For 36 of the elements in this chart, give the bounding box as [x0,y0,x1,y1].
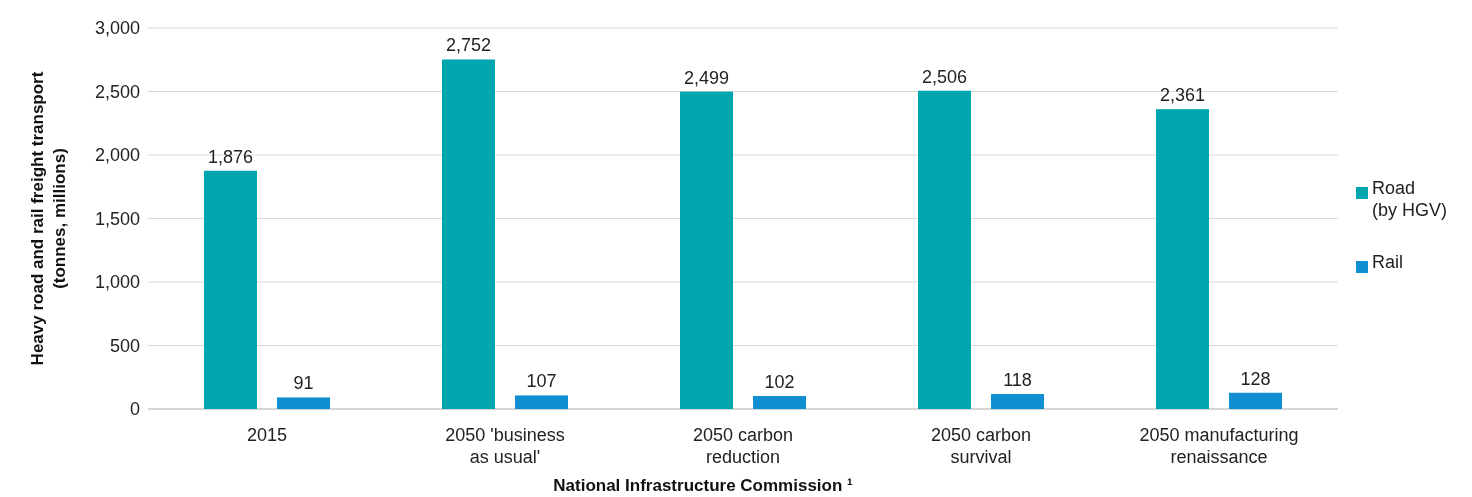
x-tick-label: 2015 [246,425,288,445]
y-tick-label: 0 [129,399,140,420]
data-label: 102 [764,372,795,393]
x-axis-title: National Infrastructure Commission ¹ [553,476,854,495]
y-tick-label: 2,000 [94,145,140,166]
y-tick-label: 1,000 [94,272,140,293]
data-label: 107 [526,371,557,392]
bar [918,90,971,409]
bar [1229,392,1282,409]
x-tick-label: 2050 carbon reduction [692,425,794,467]
bar [277,397,330,409]
bar [680,91,733,409]
x-tick-label: 2050 carbon survival [930,425,1032,467]
data-label: 118 [1003,370,1032,391]
legend-label: Rail [1372,252,1404,272]
x-tick-label: 2050 'business as usual' [445,425,565,467]
y-tick-label: 3,000 [94,18,140,39]
data-label: 2,499 [683,67,730,88]
y-tick-label: 1,500 [94,208,140,229]
data-label: 2,361 [1159,85,1206,106]
bar [442,59,495,409]
bar [1156,109,1209,409]
data-label: 2,752 [445,35,492,56]
y-axis-title: Heavy road and rail freight transport (tonnes, millions) [28,71,69,366]
data-label: 1,876 [207,146,254,167]
y-tick-label: 2,500 [94,81,140,102]
bar [991,394,1044,409]
data-label: 2,506 [921,66,968,87]
x-tick-label: 2050 manufacturing renaissance [1139,425,1299,467]
legend-label: Road (by HGV) [1372,178,1448,220]
data-label: 91 [293,373,314,394]
data-label: 128 [1240,368,1271,389]
bar [753,396,806,409]
y-tick-label: 500 [109,335,140,356]
bar [515,395,568,409]
bar [204,170,257,409]
